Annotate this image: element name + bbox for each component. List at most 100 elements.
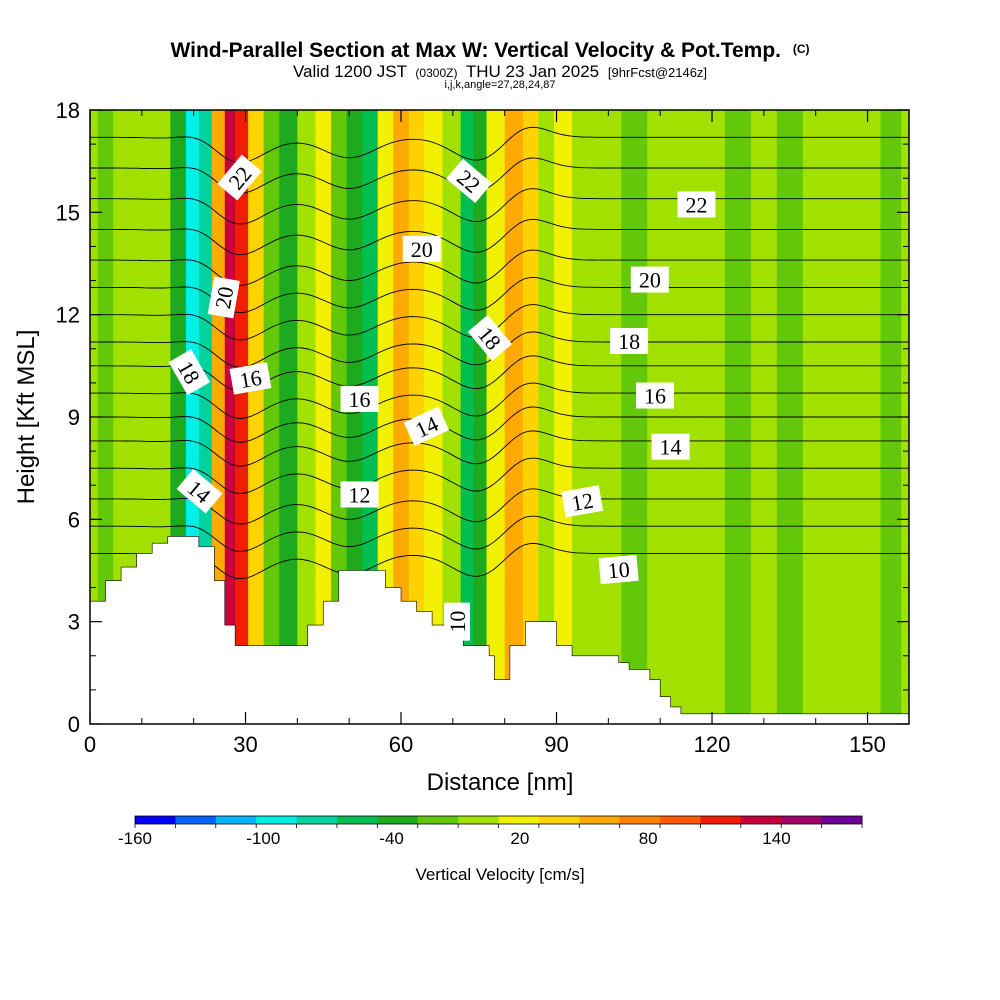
y-axis-title: Height [Kft MSL] xyxy=(13,330,40,505)
contour-label: 10 xyxy=(444,602,471,641)
contour-label-text: 10 xyxy=(607,557,631,584)
isentrope-line xyxy=(90,543,909,580)
isentrope-line xyxy=(90,355,909,392)
contour-label: 10 xyxy=(598,554,639,585)
isentrope-line xyxy=(90,382,909,419)
colorbar-swatch xyxy=(417,816,459,824)
terrain-mask xyxy=(89,536,910,725)
contour-label-box xyxy=(636,382,675,409)
colorbar-swatch xyxy=(458,816,499,824)
velocity-column xyxy=(315,110,332,724)
colorbar-swatch xyxy=(781,816,823,824)
x-axis-title: Distance [nm] xyxy=(427,769,574,796)
contour-label: 20 xyxy=(630,266,669,293)
velocity-column xyxy=(211,110,226,724)
colorbar-swatch xyxy=(296,816,338,824)
contour-label-box xyxy=(340,481,379,508)
colorbar-swatch xyxy=(175,816,217,824)
colorbar-swatch xyxy=(538,816,580,824)
contour-label: 14 xyxy=(651,433,690,460)
contour-label-box xyxy=(446,158,492,204)
contour-label: 20 xyxy=(207,276,240,319)
contour-label-text: 16 xyxy=(349,387,371,412)
velocity-column xyxy=(263,110,280,724)
contour-label-text: 16 xyxy=(238,365,264,393)
velocity-column xyxy=(486,110,506,724)
subtitle-valid: Valid 1200 JST xyxy=(293,62,407,81)
colorbar-tick-label: -40 xyxy=(379,829,404,848)
contour-label: 16 xyxy=(340,385,379,412)
colorbar: -160 -100 -40 20 80 140 xyxy=(118,815,863,848)
x-tick-label: 0 xyxy=(84,732,96,757)
y-tick-label: 12 xyxy=(56,303,80,328)
velocity-column xyxy=(553,110,573,724)
isentrope-line xyxy=(90,406,909,443)
y-tick-label: 6 xyxy=(68,507,80,532)
contour-label: 12 xyxy=(340,481,379,508)
terrain xyxy=(89,536,910,725)
colorbar-tick-label: 80 xyxy=(639,829,658,848)
colorbar-swatch xyxy=(336,816,378,824)
contour-label-text: 10 xyxy=(445,611,470,633)
isentrope-line xyxy=(90,188,909,225)
velocity-column xyxy=(235,110,249,724)
contour-label-box xyxy=(598,554,639,585)
y-tick-label: 0 xyxy=(68,712,80,737)
contour-label-text: 14 xyxy=(660,435,682,460)
colorbar-swatch xyxy=(498,816,540,824)
contour-label-box xyxy=(444,602,471,641)
contour-label-text: 16 xyxy=(644,384,666,409)
chart-indices: i,j,k,angle=27,28,24,87 xyxy=(444,79,555,91)
subtitle-date: THU 23 Jan 2025 xyxy=(466,62,599,81)
isentrope-line xyxy=(90,126,909,164)
contour-label-box xyxy=(176,469,223,514)
contour-label-text: 22 xyxy=(685,193,707,218)
velocity-column xyxy=(504,110,524,724)
contour-label-text: 20 xyxy=(411,237,433,262)
contour-label-box xyxy=(207,276,240,319)
contour-label: 16 xyxy=(229,362,272,395)
x-tick-label: 30 xyxy=(233,732,257,757)
subtitle-forecast: [9hrFcst@2146z] xyxy=(608,65,707,80)
contour-label-box xyxy=(403,406,450,447)
contour-label: 22 xyxy=(677,191,716,218)
axes: 0 30 60 90 120 150 0 3 6 9 12 15 18 xyxy=(56,98,909,757)
colorbar-swatch xyxy=(740,816,782,824)
velocity-column xyxy=(279,110,298,724)
contour-label: 18 xyxy=(610,327,649,354)
y-tick-label: 18 xyxy=(56,98,80,123)
colorbar-swatch xyxy=(256,816,298,824)
contour-label-box xyxy=(610,327,649,354)
contour-label-text: 18 xyxy=(618,329,640,354)
colorbar-tick-label: 20 xyxy=(510,829,529,848)
contour-label-box xyxy=(229,362,272,395)
y-tick-label: 3 xyxy=(68,610,80,635)
chart-title: Wind-Parallel Section at Max W: Vertical… xyxy=(170,39,809,62)
contour-label-box xyxy=(402,235,441,262)
contour-label-box xyxy=(630,266,669,293)
velocity-field xyxy=(90,110,909,724)
velocity-column xyxy=(297,110,317,724)
chart-subtitle: Valid 1200 JST (0300Z) THU 23 Jan 2025 [… xyxy=(293,62,707,81)
contour-label: 20 xyxy=(402,235,441,262)
colorbar-swatch xyxy=(619,816,661,824)
velocity-column xyxy=(442,110,462,724)
contour-label-text: 12 xyxy=(349,482,371,507)
colorbar-swatch xyxy=(700,816,742,824)
isentrope-line xyxy=(90,430,909,467)
colorbar-tick-label: 140 xyxy=(762,829,790,848)
contour-label-box xyxy=(651,433,690,460)
colorbar-swatch xyxy=(215,816,257,824)
contour-label-text: 20 xyxy=(210,285,238,311)
contour-label: 12 xyxy=(561,485,604,518)
contour-label-box xyxy=(467,314,513,361)
isentrope-line xyxy=(90,304,909,341)
contour-label-box xyxy=(217,154,262,201)
contour-label-text: 20 xyxy=(639,268,661,293)
contour-label-box xyxy=(168,349,211,396)
contour-label: 16 xyxy=(636,382,675,409)
colorbar-swatch xyxy=(377,816,419,824)
colorbar-swatch xyxy=(821,816,863,824)
